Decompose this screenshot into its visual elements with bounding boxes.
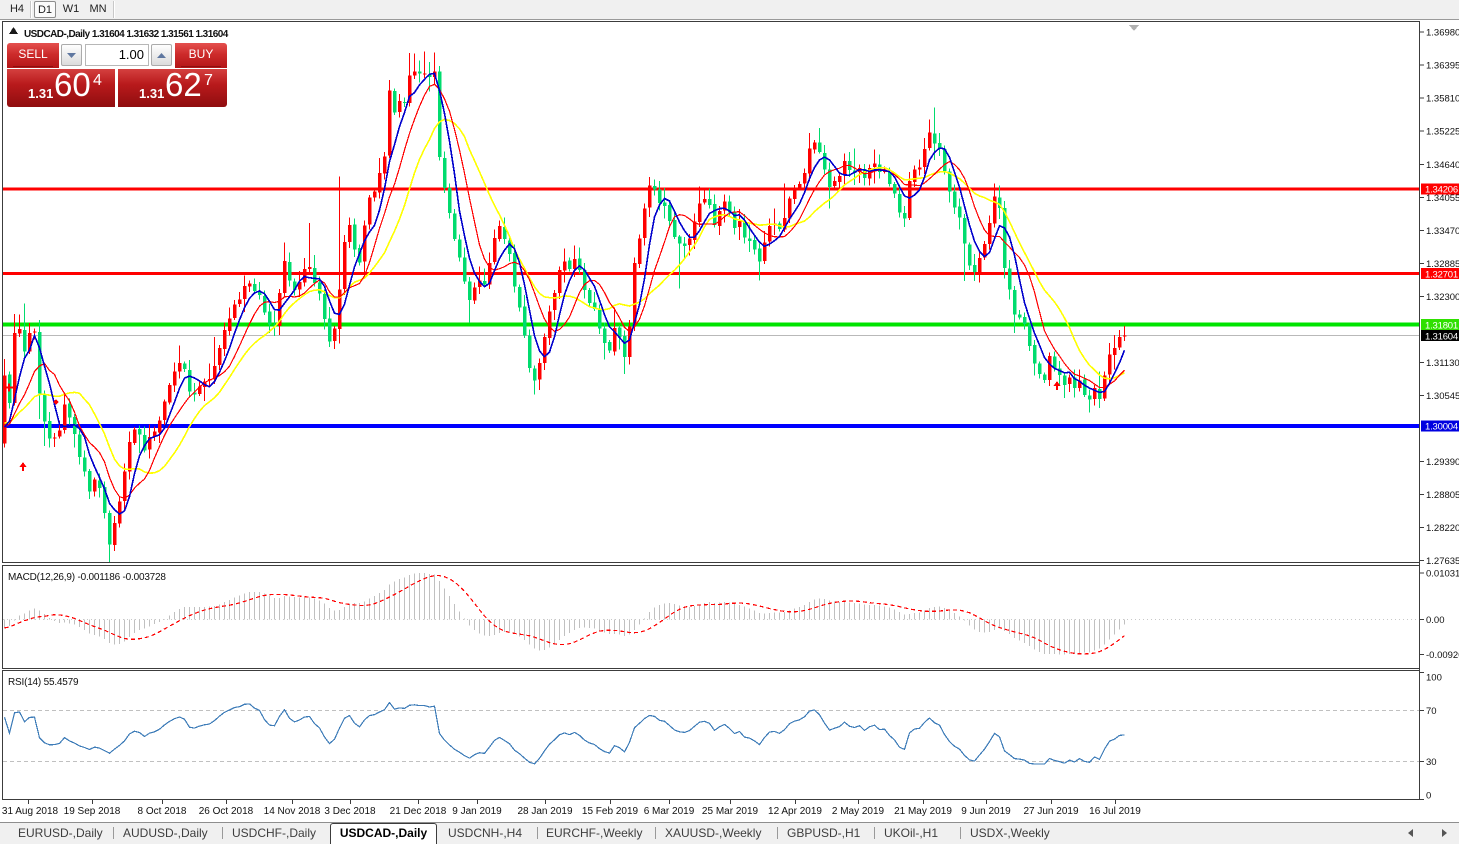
svg-text:21 Dec 2018: 21 Dec 2018 bbox=[390, 806, 447, 817]
svg-text:1.36395: 1.36395 bbox=[1426, 61, 1459, 72]
svg-text:27 Jun 2019: 27 Jun 2019 bbox=[1023, 806, 1078, 817]
svg-text:21 May 2019: 21 May 2019 bbox=[894, 806, 952, 817]
svg-text:1.28220: 1.28220 bbox=[1426, 523, 1459, 534]
svg-text:8 Oct 2018: 8 Oct 2018 bbox=[138, 806, 187, 817]
svg-text:15 Feb 2019: 15 Feb 2019 bbox=[582, 806, 639, 817]
svg-text:31 Aug 2018: 31 Aug 2018 bbox=[2, 806, 59, 817]
svg-text:2 May 2019: 2 May 2019 bbox=[832, 806, 885, 817]
svg-text:1.36980: 1.36980 bbox=[1426, 28, 1459, 39]
svg-text:MACD(12,26,9) -0.001186 -0.003: MACD(12,26,9) -0.001186 -0.003728 bbox=[8, 572, 166, 583]
svg-text:1.31604: 1.31604 bbox=[1425, 331, 1458, 342]
svg-text:25 Mar 2019: 25 Mar 2019 bbox=[702, 806, 759, 817]
svg-text:14 Nov 2018: 14 Nov 2018 bbox=[264, 806, 321, 817]
svg-text:0.010311: 0.010311 bbox=[1426, 569, 1459, 580]
svg-text:1.35810: 1.35810 bbox=[1426, 94, 1459, 105]
svg-text:3 Dec 2018: 3 Dec 2018 bbox=[324, 806, 376, 817]
svg-text:0: 0 bbox=[1426, 791, 1431, 802]
svg-text:9 Jan 2019: 9 Jan 2019 bbox=[452, 806, 502, 817]
svg-text:1.32885: 1.32885 bbox=[1426, 259, 1459, 270]
svg-text:1.35225: 1.35225 bbox=[1426, 127, 1459, 138]
svg-text:USDCAD-,Daily 1.31604 1.31632: USDCAD-,Daily 1.31604 1.31632 1.31561 1.… bbox=[24, 29, 229, 40]
svg-text:1.33470: 1.33470 bbox=[1426, 226, 1459, 237]
svg-text:26 Oct 2018: 26 Oct 2018 bbox=[199, 806, 254, 817]
svg-text:1.27635: 1.27635 bbox=[1426, 556, 1459, 567]
svg-text:9 Jun 2019: 9 Jun 2019 bbox=[961, 806, 1011, 817]
svg-text:1.28805: 1.28805 bbox=[1426, 490, 1459, 501]
svg-text:-0.00920: -0.00920 bbox=[1426, 650, 1459, 661]
svg-text:28 Jan 2019: 28 Jan 2019 bbox=[517, 806, 572, 817]
svg-text:0.00: 0.00 bbox=[1426, 615, 1445, 626]
svg-text:30: 30 bbox=[1426, 757, 1437, 768]
svg-text:1.34055: 1.34055 bbox=[1426, 193, 1459, 204]
svg-text:1.34206: 1.34206 bbox=[1425, 185, 1458, 196]
svg-text:1.31130: 1.31130 bbox=[1426, 358, 1459, 369]
svg-text:1.30545: 1.30545 bbox=[1426, 391, 1459, 402]
svg-text:1.30004: 1.30004 bbox=[1425, 422, 1458, 433]
svg-text:1.32300: 1.32300 bbox=[1426, 292, 1459, 303]
svg-text:12 Apr 2019: 12 Apr 2019 bbox=[768, 806, 822, 817]
svg-text:RSI(14) 55.4579: RSI(14) 55.4579 bbox=[8, 677, 79, 688]
svg-text:16 Jul 2019: 16 Jul 2019 bbox=[1089, 806, 1141, 817]
svg-text:6 Mar 2019: 6 Mar 2019 bbox=[644, 806, 695, 817]
svg-text:1.34640: 1.34640 bbox=[1426, 160, 1459, 171]
svg-text:1.32701: 1.32701 bbox=[1425, 270, 1458, 281]
svg-text:70: 70 bbox=[1426, 706, 1437, 717]
svg-text:1.29390: 1.29390 bbox=[1426, 457, 1459, 468]
svg-text:19 Sep 2018: 19 Sep 2018 bbox=[64, 806, 121, 817]
svg-text:1.31801: 1.31801 bbox=[1425, 320, 1458, 331]
svg-text:100: 100 bbox=[1426, 673, 1442, 684]
